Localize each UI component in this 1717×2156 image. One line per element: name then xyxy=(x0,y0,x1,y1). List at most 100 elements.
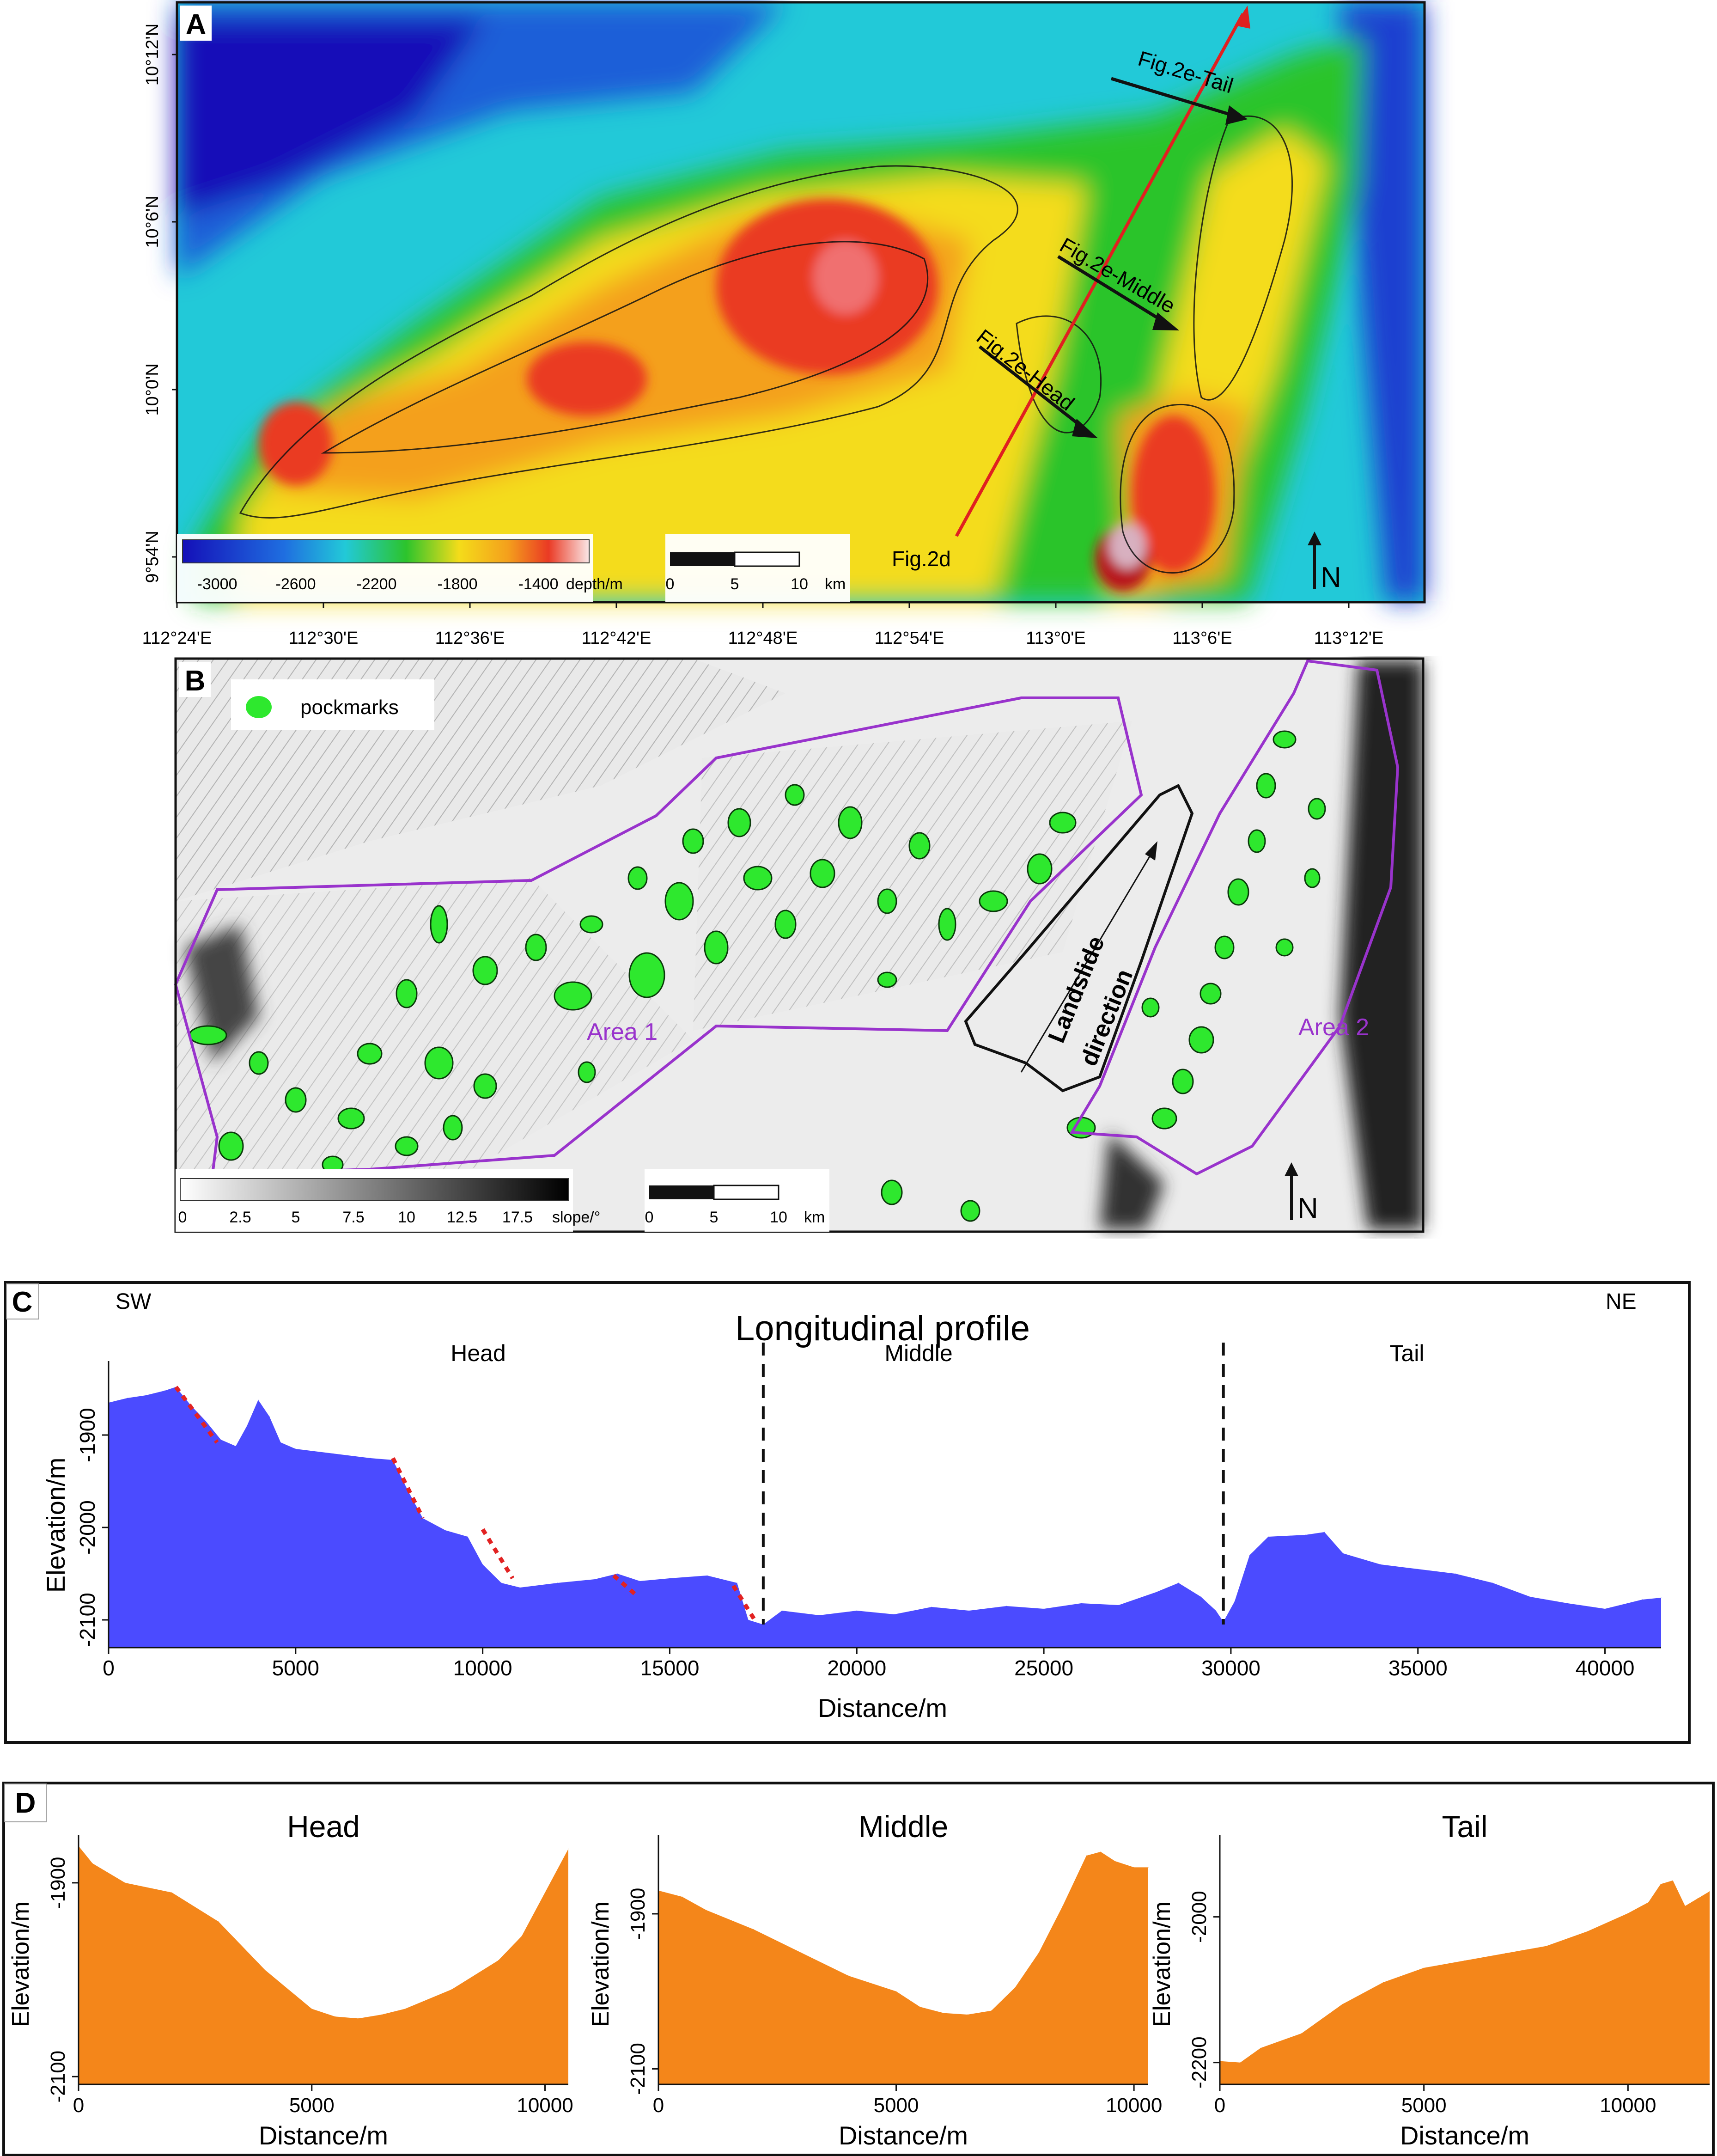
latitude-ticks: 10°12'N 10°6'N 10°0'N 9°54'N xyxy=(143,24,177,583)
svg-text:2.5: 2.5 xyxy=(229,1209,251,1226)
profile-point xyxy=(1240,2062,1241,2063)
x-tick-label: 0 xyxy=(653,2094,664,2117)
svg-text:5: 5 xyxy=(731,575,739,593)
profile-label-fig2d: Fig.2d xyxy=(892,547,951,571)
headwall-line xyxy=(612,1574,638,1597)
profile-point xyxy=(1380,1564,1381,1565)
svg-text:112°24'E: 112°24'E xyxy=(142,629,212,648)
svg-text:7.5: 7.5 xyxy=(342,1209,364,1226)
profile-point xyxy=(1587,1931,1588,1932)
svg-text:0: 0 xyxy=(645,1209,654,1226)
panel-a-letter: A xyxy=(186,9,207,41)
x-tick-label: 0 xyxy=(1214,2094,1225,2117)
profile-area xyxy=(658,1851,1148,2084)
svg-text:slope/°: slope/° xyxy=(552,1209,600,1226)
profile-point xyxy=(1301,2033,1302,2034)
svg-text:5: 5 xyxy=(710,1209,718,1226)
profile-point xyxy=(358,2018,359,2019)
sw-label: SW xyxy=(116,1289,152,1314)
panel-b-letter: B xyxy=(185,665,206,697)
section-head: Head xyxy=(451,1340,506,1366)
x-tick-label: 5000 xyxy=(1401,2094,1447,2117)
panel-c-letter: C xyxy=(12,1286,33,1318)
cross-profile-middle: 0 5000 10000 -2100 -1900 Middle Distance/m Elev… xyxy=(587,1809,1162,2150)
x-tick-label: 5000 xyxy=(272,1656,319,1680)
y-tick-label: -2000 xyxy=(75,1500,99,1555)
profile-point xyxy=(1249,1555,1250,1556)
profile-area xyxy=(79,1846,568,2084)
cross-profile-title: Middle xyxy=(858,1809,948,1844)
profile-point xyxy=(639,1581,640,1582)
svg-text:km: km xyxy=(825,575,846,593)
svg-text:pockmarks: pockmarks xyxy=(300,696,399,719)
profile-arrows xyxy=(955,6,1250,537)
longitude-ticks: 112°24'E 112°30'E 112°36'E 112°42'E 112°… xyxy=(142,602,1384,648)
panel-a: A Fig.2e-Tail Fig.2e-Middle Fig.2e-Head … xyxy=(0,0,1717,661)
svg-text:12.5: 12.5 xyxy=(447,1209,477,1226)
svg-text:-3000: -3000 xyxy=(197,575,237,593)
y-tick-label: -1900 xyxy=(75,1408,99,1462)
profile-point xyxy=(218,1921,219,1922)
x-tick-label: 5000 xyxy=(289,2094,335,2117)
ne-label: NE xyxy=(1606,1289,1637,1314)
svg-text:112°42'E: 112°42'E xyxy=(582,629,651,648)
panel-c: C SW NE Longitudinal profile Head Middle… xyxy=(0,1280,1717,1747)
x-tick-label: 35000 xyxy=(1388,1656,1448,1680)
area-2-label: Area 2 xyxy=(1298,1014,1369,1041)
panel-b: B pockmarks Area 1 Area 2 Landslide dire… xyxy=(0,656,1717,1239)
north-arrow-a: N xyxy=(1308,531,1341,593)
x-tick-label: 10000 xyxy=(453,1656,512,1680)
y-axis-title: Elevation/m xyxy=(1149,1901,1175,2027)
svg-text:113°12'E: 113°12'E xyxy=(1314,629,1384,648)
area-1-outline xyxy=(174,696,1143,1176)
profile-area xyxy=(1220,1880,1710,2084)
x-axis-title: Distance/m xyxy=(259,2121,388,2150)
svg-text:113°6'E: 113°6'E xyxy=(1172,629,1232,648)
svg-text:-1800: -1800 xyxy=(438,575,478,593)
svg-text:0: 0 xyxy=(666,575,675,593)
x-tick-label: 10000 xyxy=(1600,2094,1656,2117)
profile-point xyxy=(1148,1867,1149,1868)
svg-text:113°0'E: 113°0'E xyxy=(1026,629,1086,648)
headwall-line xyxy=(481,1528,515,1580)
y-axis-title: Elevation/m xyxy=(587,1901,614,2027)
x-tick-label: 40000 xyxy=(1576,1656,1635,1680)
svg-text:-1400: -1400 xyxy=(518,575,559,593)
area-2-outline xyxy=(1069,659,1400,1176)
x-axis-title: Distance/m xyxy=(839,2121,968,2150)
map-area xyxy=(177,2,1425,602)
y-axis-title: Elevation/m xyxy=(41,1458,70,1593)
profile-point xyxy=(1505,1953,1506,1954)
pockmarks-legend: pockmarks xyxy=(231,679,434,730)
y-tick-label: -1900 xyxy=(47,1857,69,1909)
y-tick-label: -1900 xyxy=(627,1888,649,1940)
cross-profile-head: 0 5000 10000 -2100 -1900 Head Distance/m Elevat… xyxy=(7,1809,573,2150)
profile-point xyxy=(753,1929,754,1930)
profile-point xyxy=(498,1960,499,1961)
svg-text:10: 10 xyxy=(791,575,808,593)
x-tick-label: 25000 xyxy=(1014,1656,1073,1680)
svg-text:112°48'E: 112°48'E xyxy=(728,629,798,648)
headwall-line xyxy=(174,1386,219,1444)
y-tick-label: -2000 xyxy=(1188,1891,1211,1943)
x-axis-title: Distance/m xyxy=(818,1693,947,1722)
area-1-label: Area 1 xyxy=(587,1019,658,1045)
svg-text:-2600: -2600 xyxy=(276,575,316,593)
y-tick-label: -2200 xyxy=(1188,2036,1211,2089)
y-tick-label: -2100 xyxy=(627,2043,649,2095)
profile-point xyxy=(127,1398,128,1399)
profile-point xyxy=(451,1989,452,1990)
section-tail: Tail xyxy=(1389,1340,1424,1366)
north-arrow-b: N xyxy=(1285,1162,1318,1224)
profile-point xyxy=(171,1892,172,1893)
map-scale-bar-a: 0 5 10 km xyxy=(665,534,850,602)
svg-text:10: 10 xyxy=(770,1209,787,1226)
profile-point xyxy=(1081,1603,1082,1604)
x-tick-label: 0 xyxy=(103,1656,115,1680)
profile-point xyxy=(280,1442,281,1443)
svg-text:km: km xyxy=(804,1209,825,1226)
svg-text:N: N xyxy=(1297,1192,1318,1224)
x-tick-label: 0 xyxy=(73,2094,84,2117)
svg-text:depth/m: depth/m xyxy=(566,575,623,593)
bathymetry-map: A Fig.2e-Tail Fig.2e-Middle Fig.2e-Head … xyxy=(142,1,1426,648)
